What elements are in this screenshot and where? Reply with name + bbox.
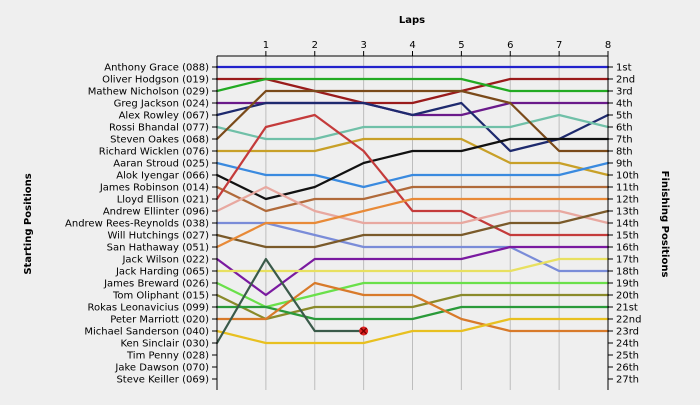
start-position-label: Michael Sanderson (040): [84, 327, 209, 338]
series-line: [215, 197, 610, 249]
x-tick-label: 4: [409, 40, 415, 51]
series-line: [215, 293, 610, 321]
start-position-label: Will Hutchings (027): [107, 231, 209, 242]
series-line: [215, 185, 610, 213]
start-position-label: Jack Harding (065): [115, 267, 209, 278]
finish-position-label: 18th: [616, 267, 639, 278]
finish-position-label: 20th: [616, 291, 639, 302]
start-position-label: Andrew Rees-Reynolds (038): [65, 219, 209, 230]
finish-position-label: 1st: [616, 63, 632, 74]
series-line: [215, 209, 610, 249]
finish-position-label: 22nd: [616, 315, 641, 326]
finish-position-label: 13th: [616, 207, 639, 218]
series-line: [215, 317, 610, 345]
start-position-label: James Breward (026): [103, 279, 209, 290]
x-tick-label: 6: [507, 40, 513, 51]
x-tick-label: 3: [360, 40, 366, 51]
x-tick-label: 2: [312, 40, 318, 51]
finish-position-label: 11th: [616, 183, 639, 194]
start-position-label: Alex Rowley (067): [119, 111, 210, 122]
start-position-label: San Hathaway (051): [107, 243, 209, 254]
start-position-label: Greg Jackson (024): [114, 99, 210, 110]
finish-position-label: 25th: [616, 351, 639, 362]
finish-position-label: 24th: [616, 339, 639, 350]
series-line: [215, 113, 610, 237]
series-line: [215, 113, 610, 141]
series-line: [215, 257, 365, 345]
y2-axis-label: Finishing Positions: [659, 171, 670, 278]
start-position-label: Tim Penny (028): [126, 351, 209, 362]
x-tick-label: 1: [263, 40, 269, 51]
start-position-label: James Robinson (014): [99, 183, 209, 194]
finish-position-label: 14th: [616, 219, 639, 230]
start-position-label: Rossi Bhandal (077): [109, 123, 209, 134]
series-line: [215, 281, 610, 333]
start-position-label: Oliver Hodgson (019): [102, 75, 209, 86]
start-position-label: Lloyd Ellison (021): [117, 195, 209, 206]
finish-position-label: 5th: [616, 111, 633, 122]
start-position-label: Ken Sinclair (030): [120, 339, 209, 350]
finish-position-label: 3rd: [616, 87, 633, 98]
series-line: [215, 185, 610, 225]
finish-position-label: 23rd: [616, 327, 639, 338]
series-line: [215, 281, 610, 309]
finish-position-label: 16th: [616, 243, 639, 254]
x-tick-label: 7: [556, 40, 562, 51]
finish-position-label: 27th: [616, 375, 639, 386]
finish-position-label: 15th: [616, 231, 639, 242]
finish-position-label: 7th: [616, 135, 633, 146]
series-line: [215, 137, 610, 177]
series-line: [215, 305, 610, 321]
y-axis-label: Starting Positions: [23, 173, 34, 274]
finish-position-label: 19th: [616, 279, 639, 290]
finish-position-label: 12th: [616, 195, 639, 206]
retired-marker-cross: [360, 327, 368, 335]
start-position-label: Steve Keiller (069): [116, 375, 209, 386]
axes: [212, 51, 613, 390]
series-lines: [215, 65, 610, 345]
start-position-label: Alok Iyengar (066): [116, 171, 209, 182]
start-position-label: Rokas Leonavicius (099): [88, 303, 210, 314]
x-tick-label: 5: [458, 40, 464, 51]
finish-position-label: 2nd: [616, 75, 635, 86]
series-line: [215, 89, 610, 153]
finish-position-label: 10th: [616, 171, 639, 182]
finish-position-label: 26th: [616, 363, 639, 374]
finish-position-label: 4th: [616, 99, 633, 110]
start-position-label: Richard Wicklen (076): [99, 147, 209, 158]
start-position-label: Mathew Nicholson (029): [88, 87, 209, 98]
start-position-label: Tom Oliphant (015): [112, 291, 209, 302]
series-line: [215, 257, 610, 273]
start-position-label: Jack Wilson (022): [121, 255, 209, 266]
series-line: [215, 77, 610, 93]
x-tick-label: 8: [605, 40, 611, 51]
finish-position-label: 6th: [616, 123, 633, 134]
series-line: [215, 161, 610, 189]
finish-position-label: 17th: [616, 255, 639, 266]
series-line: [215, 77, 610, 105]
start-position-label: Steven Oakes (068): [110, 135, 209, 146]
axis-labels: 1 2 3 4 5 6 7 8 Anthony Grace (088)Oliver Hodgso…: [65, 40, 641, 386]
series-line: [215, 101, 610, 153]
finish-position-label: 8th: [616, 147, 633, 158]
chart-title: Laps: [399, 15, 425, 26]
finish-position-label: 21st: [616, 303, 638, 314]
start-position-label: Anthony Grace (088): [104, 63, 209, 74]
start-position-label: Peter Marriott (020): [110, 315, 209, 326]
start-position-label: Aaran Stroud (025): [113, 159, 209, 170]
start-position-label: Andrew Ellinter (096): [103, 207, 209, 218]
finish-position-label: 9th: [616, 159, 633, 170]
start-position-label: Jake Dawson (070): [114, 363, 209, 374]
